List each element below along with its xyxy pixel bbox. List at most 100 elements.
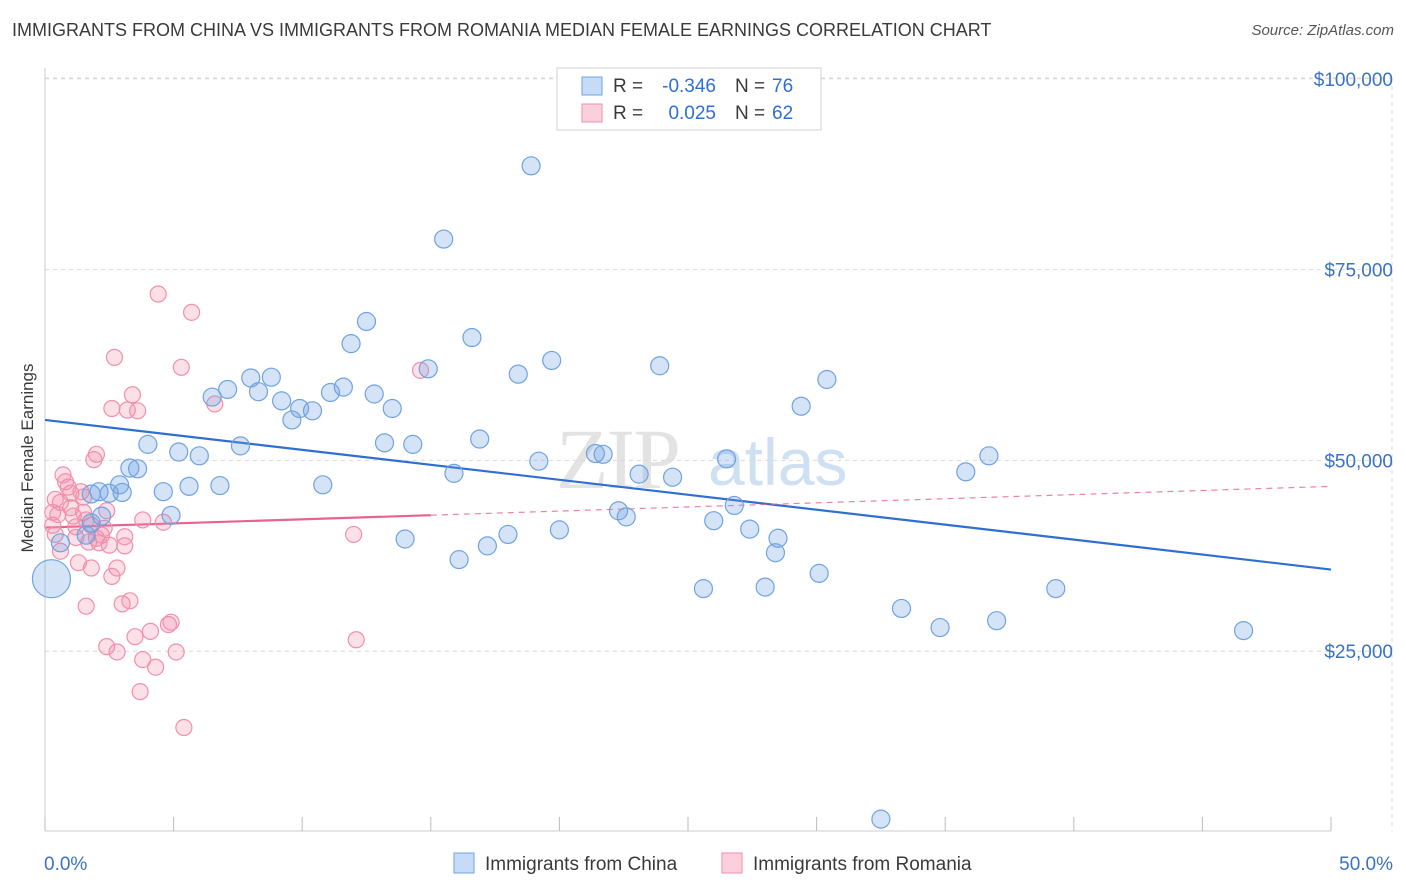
china-point — [809, 563, 829, 583]
china-point — [120, 458, 140, 478]
china-point — [127, 459, 148, 479]
china-point — [608, 501, 629, 521]
china-point — [616, 507, 636, 527]
china-point — [112, 482, 132, 503]
china-point — [716, 449, 737, 469]
china-point — [871, 809, 891, 829]
china-point — [529, 451, 549, 471]
romania-point — [162, 613, 180, 631]
romania-point — [116, 537, 134, 555]
china-point — [585, 443, 606, 464]
tick-labels: $25,000 $50,000 $75,000 $100,000 0.0% 50.0% — [44, 70, 1393, 875]
china-point — [704, 511, 724, 531]
china-point — [449, 550, 469, 570]
china-point — [693, 579, 714, 599]
romania-point — [108, 643, 126, 661]
china-point — [498, 524, 518, 545]
china-point — [662, 467, 683, 487]
china-point — [169, 442, 189, 462]
china-point — [444, 463, 464, 483]
romania-point — [128, 402, 147, 420]
bottom-legend-swatch-china — [453, 852, 475, 874]
romania-point — [103, 567, 121, 586]
china-point — [768, 528, 788, 548]
bottom-legend-swatch-romania — [721, 852, 743, 874]
china-point — [374, 433, 395, 453]
chart-title: IMMIGRANTS FROM CHINA VS IMMIGRANTS FROM… — [12, 20, 992, 40]
romania-point — [108, 559, 126, 577]
china-point — [320, 382, 341, 403]
china-point — [979, 446, 999, 466]
china-point — [755, 577, 775, 597]
axes — [44, 68, 1332, 832]
y-tick-label: $50,000 — [1324, 451, 1393, 472]
romania-point — [175, 718, 193, 737]
china-point — [356, 311, 377, 332]
romania-point — [116, 528, 134, 546]
china-point — [956, 462, 976, 482]
china-point — [650, 356, 670, 376]
legend-china-r-value: -0.346 — [662, 76, 716, 97]
china-point — [161, 505, 181, 525]
romania-point — [134, 511, 152, 529]
china-point — [261, 367, 281, 387]
romania-trend-line-extension — [430, 485, 1332, 516]
china-point — [470, 429, 490, 449]
romania-point — [82, 559, 100, 577]
china-point — [81, 513, 101, 533]
china-point — [462, 327, 482, 348]
china-point — [629, 464, 649, 484]
china-point — [1046, 579, 1066, 599]
y-tick-label: $100,000 — [1314, 70, 1393, 91]
china-point — [930, 617, 950, 638]
china-point — [549, 520, 570, 540]
china-point — [593, 444, 613, 464]
romania-point — [69, 554, 88, 572]
trend-lines — [44, 418, 1332, 571]
china-point — [153, 482, 173, 502]
china-point — [210, 475, 230, 496]
correlation-legend: R = -0.346 N = 76 R = 0.025 N = 62 — [556, 67, 822, 131]
china-point — [403, 434, 423, 454]
china-point — [218, 379, 238, 400]
china-point — [364, 384, 384, 404]
romania-point — [100, 536, 118, 554]
romania-point — [103, 399, 121, 418]
x-tick-label-max: 50.0% — [1339, 854, 1393, 875]
china-point — [302, 401, 323, 421]
china-point — [31, 559, 72, 599]
china-point — [333, 377, 353, 397]
romania-point — [105, 348, 124, 366]
china-point — [382, 398, 402, 419]
series-legend: Immigrants from China Immigrants from Ro… — [453, 852, 972, 875]
china-point — [341, 334, 361, 354]
bottom-legend-romania-label: Immigrants from Romania — [753, 854, 972, 875]
china-point — [542, 350, 562, 371]
china-point — [817, 369, 837, 390]
romania-point — [183, 303, 201, 321]
china-point — [91, 506, 112, 526]
china-point — [282, 410, 302, 430]
legend-china-n-label: N = — [735, 76, 765, 97]
romania-point — [87, 445, 106, 463]
legend-romania-r-value: 0.025 — [668, 103, 716, 124]
china-point — [740, 519, 760, 539]
china-point — [272, 391, 292, 411]
y-tick-label: $75,000 — [1324, 261, 1393, 282]
romania-point — [167, 643, 185, 661]
china-point — [76, 525, 96, 545]
romania-point — [347, 631, 365, 649]
china-point — [477, 536, 497, 556]
bottom-legend-china-label: Immigrants from China — [485, 854, 678, 875]
romania-point — [77, 597, 95, 615]
china-point — [765, 543, 786, 563]
legend-romania-n-label: N = — [735, 103, 765, 124]
china-point — [189, 446, 209, 466]
china-point — [89, 482, 109, 502]
romania-point — [134, 650, 152, 669]
romania-point — [154, 513, 172, 531]
china-point — [508, 364, 528, 384]
china-point — [109, 475, 130, 495]
romania-point — [141, 622, 160, 640]
china-point — [179, 476, 199, 496]
